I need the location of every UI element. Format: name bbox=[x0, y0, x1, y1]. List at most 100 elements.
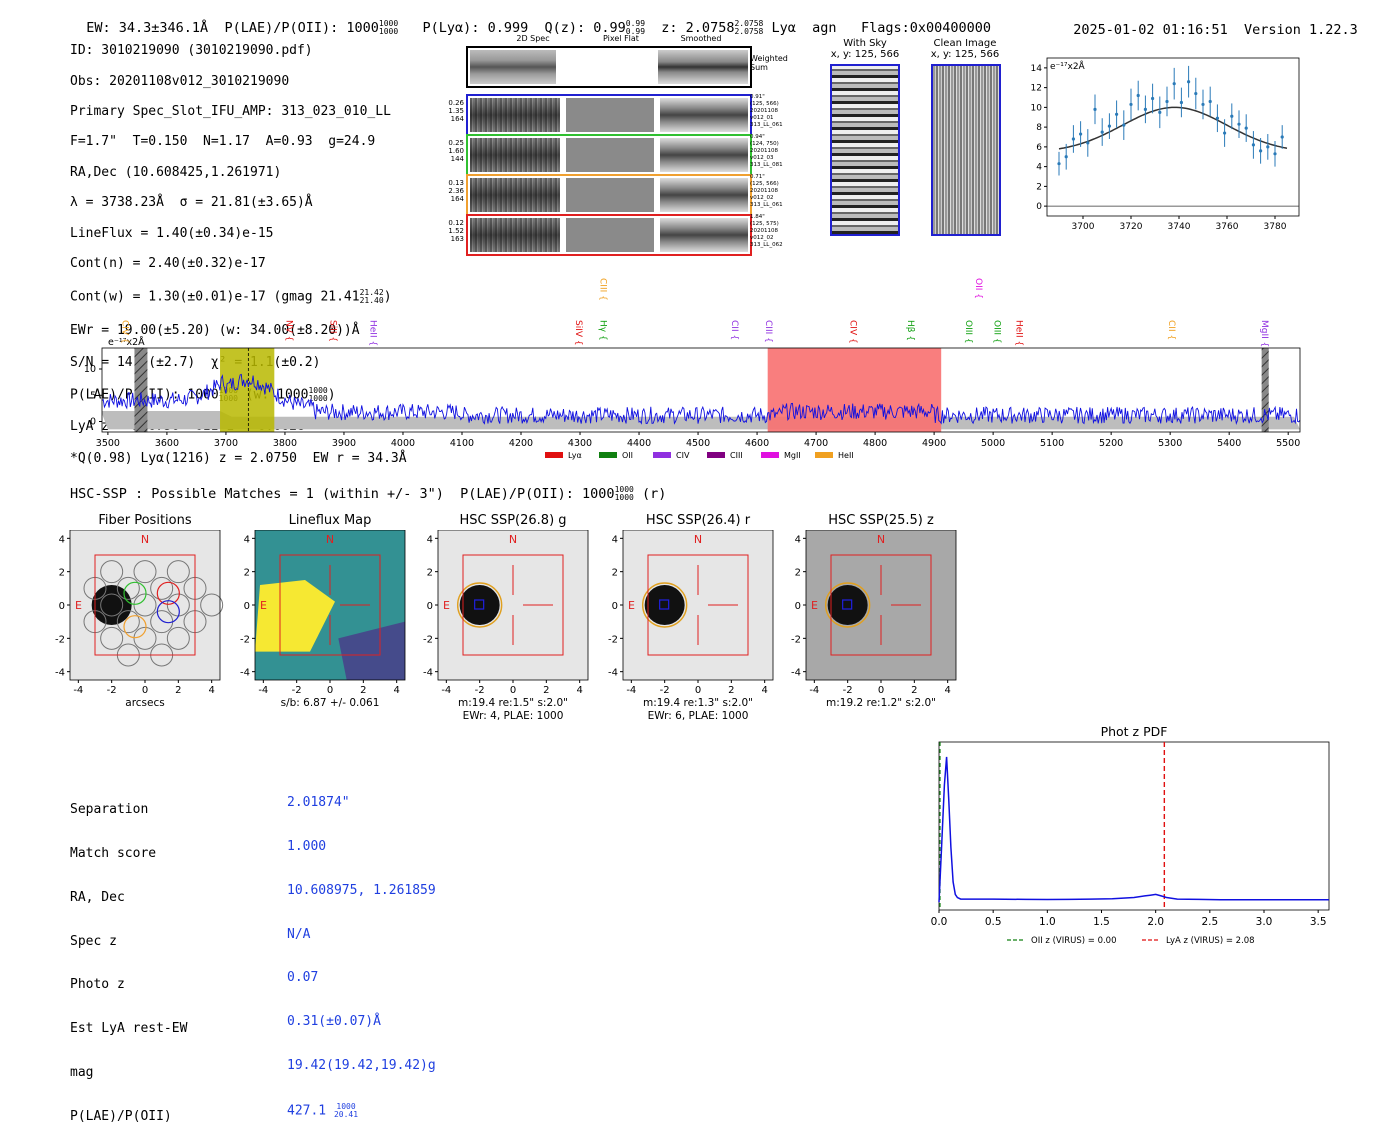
y-tick-label: 2 bbox=[795, 568, 801, 579]
masked-region bbox=[134, 348, 148, 432]
cutout-panel: N E -4 -4 -2 -2 0 0 2 2 4 4 s/b: 6.87 +/- 0.061 bbox=[240, 530, 406, 709]
source-blob bbox=[91, 585, 132, 625]
x-tick-label: 2 bbox=[543, 685, 549, 696]
y-tick-label: -2 bbox=[791, 634, 801, 645]
east-label: E bbox=[260, 599, 267, 612]
y-tick-label: -4 bbox=[608, 668, 618, 679]
legend-label: LyA z (VIRUS) = 2.08 bbox=[1166, 936, 1255, 946]
full-spectrum-chart: 3500 3600 3700 3800 3900 4000 4100 4200 4300 4400… bbox=[84, 278, 1301, 460]
x-tick-label: -2 bbox=[660, 685, 670, 696]
spec-row-left-stats: 0.12 1.52 163 bbox=[444, 219, 464, 243]
selected-fiber bbox=[123, 615, 147, 639]
legend-label: CIII bbox=[730, 451, 743, 460]
spec-row-stat: 164 bbox=[450, 115, 464, 123]
line-label-group: CIV { bbox=[120, 320, 130, 344]
gaussian-fit-line bbox=[1058, 106, 1288, 150]
x-tick-label: 0 bbox=[142, 685, 148, 696]
y-tick-label: -4 bbox=[791, 668, 801, 679]
info-contw: Cont(w) = 1.30(±0.01)e-17 (gmag 21.41 bbox=[70, 289, 360, 305]
line-label-group: MgII { bbox=[1259, 320, 1269, 347]
spec-row-smoothed bbox=[660, 178, 748, 212]
spec-row-2d bbox=[470, 218, 560, 252]
legend: OII z (VIRUS) = 0.00 LyA z (VIRUS) = 2.08 bbox=[1007, 936, 1255, 946]
source-blob bbox=[644, 585, 685, 625]
north-label: N bbox=[694, 533, 702, 546]
x-tick-label: -2 bbox=[475, 685, 485, 696]
y-tick-label: 0 bbox=[90, 417, 96, 428]
cutout-title: Lineflux Map bbox=[288, 513, 372, 528]
hsc-summary: HSC-SSP : Possible Matches = 1 (within +… bbox=[70, 485, 667, 503]
fiber-circle bbox=[133, 593, 157, 617]
x-tick-label: 4400 bbox=[627, 438, 651, 449]
data-point bbox=[1266, 145, 1270, 149]
y-tick-label: -2 bbox=[55, 634, 65, 645]
data-point bbox=[1136, 93, 1140, 98]
spec-row-info: (125, 566) bbox=[750, 101, 779, 107]
header-ew: EW: 34.3±346.1Å bbox=[86, 20, 209, 36]
y-tick-label: 10 bbox=[1031, 103, 1043, 113]
data-point bbox=[1187, 80, 1191, 84]
match-values: 2.01874" 1.000 10.608975, 1.261859 N/A 0… bbox=[287, 767, 436, 1133]
y-tick-label: 4 bbox=[612, 534, 618, 545]
fiber-marker bbox=[659, 599, 670, 610]
selected-fiber bbox=[123, 581, 147, 605]
x-tick-label: 4100 bbox=[450, 438, 474, 449]
fiber-marker bbox=[842, 599, 853, 610]
line-label: HeII { bbox=[1014, 320, 1024, 346]
legend-swatch bbox=[599, 452, 617, 458]
spec-row bbox=[466, 214, 752, 256]
x-tick-label: 0 bbox=[510, 685, 516, 696]
x-tick-label: 4 bbox=[576, 685, 582, 696]
cutout-xlabel: arcsecs bbox=[125, 697, 164, 709]
fiber-circle bbox=[133, 560, 157, 584]
x-tick-label: -2 bbox=[107, 685, 117, 696]
y-tick-label: 4 bbox=[59, 534, 65, 545]
info-id: ID: 3010219090 (3010219090.pdf) bbox=[70, 43, 313, 59]
x-tick-label: 4000 bbox=[391, 438, 415, 449]
header-flags: Flags:0x00400000 bbox=[860, 20, 991, 36]
info-lambda: λ = 3738.23Å σ = 21.81(±3.65)Å bbox=[70, 195, 313, 211]
data-point bbox=[1079, 132, 1083, 136]
x-tick-label: -2 bbox=[843, 685, 853, 696]
spec-row-flat bbox=[566, 178, 654, 212]
y-tick-label: 4 bbox=[244, 534, 250, 545]
fiber-circle bbox=[150, 576, 174, 600]
info-contw-frac: 21.42 21.40 bbox=[359, 288, 384, 306]
x-tick-label: 2 bbox=[175, 685, 181, 696]
spec-row-right-info: 0.71" (125, 566) 20201108 v012_02 313_LL_061 bbox=[750, 174, 792, 209]
x-tick-label: 4 bbox=[208, 685, 214, 696]
line-label: Hγ { bbox=[598, 320, 608, 341]
highlight-region bbox=[220, 348, 275, 432]
cutout-panel: N E -4 -4 -2 -2 0 0 2 2 4 4 m:19.4 re:1.3" s:2.0"EWr… bbox=[608, 530, 774, 722]
y-tick-label: 4 bbox=[795, 534, 801, 545]
spec-row-info: 20201108 bbox=[750, 188, 778, 194]
x-tick-label: 3600 bbox=[155, 438, 179, 449]
x-tick-label: 4600 bbox=[745, 438, 769, 449]
cutout-title: HSC SSP(26.8) g bbox=[459, 513, 567, 528]
highlight-region bbox=[767, 348, 942, 432]
spec-row-info: 0.71" bbox=[750, 174, 765, 180]
y-tick-label: 0 bbox=[427, 601, 433, 612]
x-tick-label: 3700 bbox=[214, 438, 238, 449]
data-point bbox=[1179, 100, 1183, 105]
cutout-title: HSC SSP(26.4) r bbox=[645, 513, 751, 528]
line-label: CIII { bbox=[763, 320, 773, 343]
x-tick-label: 4300 bbox=[568, 438, 592, 449]
line-label: SiIV { bbox=[573, 320, 583, 346]
x-tick-label: 5200 bbox=[1099, 438, 1123, 449]
line-label-group: HeII { bbox=[1014, 320, 1024, 346]
line-label: SiII { bbox=[327, 320, 337, 342]
data-point bbox=[1115, 112, 1119, 116]
spec-row-info: 20201108 bbox=[750, 228, 778, 234]
data-point bbox=[1093, 107, 1097, 111]
line-label: NV { bbox=[284, 320, 294, 341]
legend-swatch bbox=[545, 452, 563, 458]
lineflux-dark bbox=[338, 621, 405, 680]
fiber-circle bbox=[100, 593, 124, 617]
cutout-xlabel: s/b: 6.87 +/- 0.061 bbox=[281, 697, 380, 709]
with-sky-title: With Sky x, y: 125, 566 bbox=[830, 38, 900, 60]
masked-region bbox=[1261, 348, 1269, 432]
line-label: OIII { bbox=[991, 320, 1001, 344]
version: Version 1.22.3 bbox=[1243, 22, 1358, 38]
x-tick-label: -4 bbox=[258, 685, 268, 696]
